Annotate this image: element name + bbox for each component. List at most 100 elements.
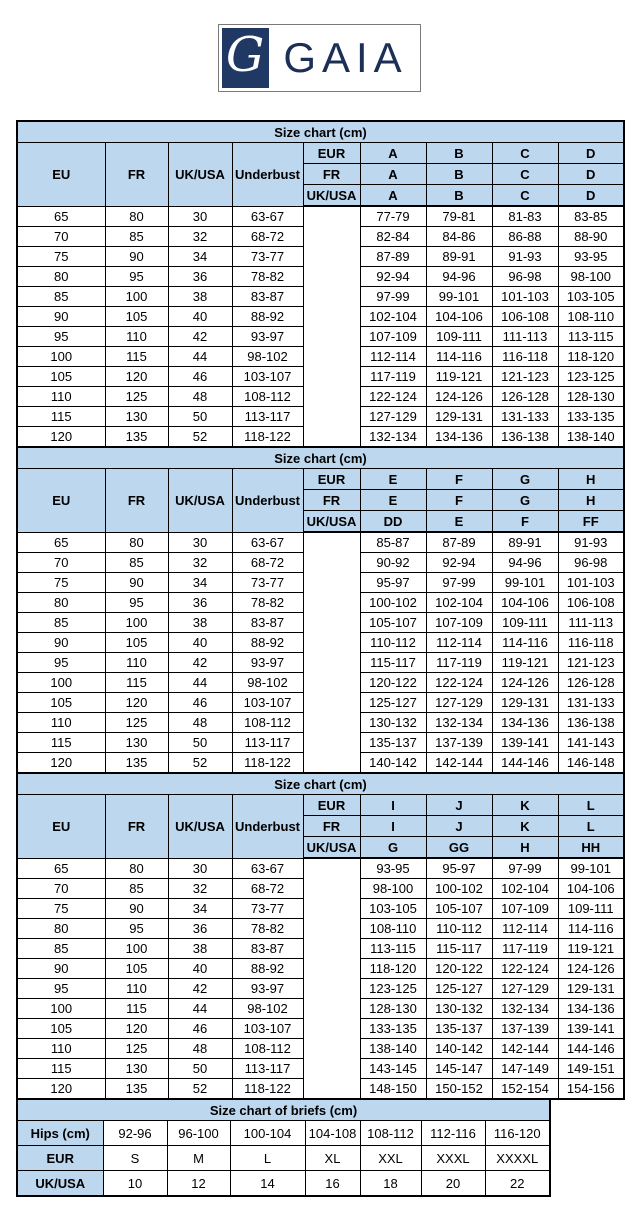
bust-range-cell: 116-118 [557,632,625,653]
underbust-range-cell: 78-82 [231,592,304,613]
fr-size-cell: 130 [104,732,169,753]
bust-range-cell: 114-116 [491,632,559,653]
uk-usa-size-cell: 42 [167,326,233,347]
fr-size-cell: 115 [104,346,169,367]
eu-size-cell: 100 [16,672,106,693]
uk-usa-size-cell: 52 [167,426,233,448]
briefs-value-cell: XXL [359,1145,422,1171]
briefs-value-cell: 116-120 [484,1120,551,1146]
cup-size-label: J [425,794,493,816]
table-row: 120 135 52 118-122 132-134 134-136 136-138 138-… [16,426,625,448]
briefs-value-cell: 92-96 [102,1120,168,1146]
bust-range-cell: 142-144 [491,1038,559,1059]
bust-range-cell: 147-149 [491,1058,559,1079]
bust-range-cell: 137-139 [491,1018,559,1039]
size-chart-page: G GAIA Size chart (cm) EU FR UK/USA Underbus… [0,24,638,1197]
table-row: 65 80 30 63-67 77-79 79-81 81-83 83-85 [16,205,625,447]
bust-range-cell: 146-148 [557,752,625,774]
underbust-range-cell: 113-117 [231,406,304,427]
fr-size-cell: 105 [104,632,169,653]
bust-range-cell: 98-100 [359,878,427,899]
cup-region-label: EUR [302,468,361,490]
bust-range-cell: 154-156 [557,1078,625,1100]
bust-range-cell: 127-129 [491,978,559,999]
fr-size-cell: 100 [104,286,169,307]
cup-header-row: FR I J K L [17,815,625,837]
eu-size-cell: 65 [16,531,106,553]
eu-size-cell: 105 [16,1018,106,1039]
table-row: 105 120 46 103-107 117-119 119-121 121-123 123-… [16,366,625,387]
cup-header-row: FR E F G H [17,489,625,511]
table-row: 95 110 42 93-97 115-117 117-119 119-121 121-123 [16,652,625,673]
gaia-logo: G GAIA [217,24,421,92]
fr-size-cell: 90 [104,246,169,267]
bust-range-cell: 123-125 [359,978,427,999]
table-row: 115 130 50 113-117 143-145 145-147 147-149 149-… [16,1058,625,1079]
cup-size-label: DD [359,510,427,533]
underbust-range-cell: 118-122 [231,1078,304,1100]
bust-range-cell: 113-115 [359,938,427,959]
table-row: 70 85 32 68-72 98-100 100-102 102-104 104-106 [16,878,625,899]
underbust-range-cell: 83-87 [231,612,304,633]
bust-range-cell: 110-112 [425,918,493,939]
table-row: 100 115 44 98-102 120-122 122-124 124-126 126-1… [16,672,625,693]
bust-range-cell: 102-104 [491,878,559,899]
column-header: Underbust [231,794,304,859]
cup-header-row: UK/USA A B C D [17,184,625,207]
briefs-value-cell: XL [304,1145,361,1171]
eu-size-cell: 90 [16,958,106,979]
column-header: EU [16,468,106,533]
bust-range-cell: 130-132 [425,998,493,1019]
underbust-range-cell: 73-77 [231,898,304,919]
cup-size-label: J [425,815,493,837]
eu-size-cell: 80 [16,592,106,613]
underbust-range-cell: 108-112 [231,1038,304,1059]
bust-range-cell: 106-108 [491,306,559,327]
bust-range-cell: 109-111 [557,898,625,919]
table-row: 100 115 44 98-102 128-130 130-132 132-134 134-1… [16,998,625,1019]
bra-size-chart: Size chart (cm) EU FR UK/USA Underbust EUR I J K… [16,772,625,1100]
bust-range-cell: 134-136 [491,712,559,733]
briefs-value-cell: 12 [166,1170,231,1197]
eu-size-cell: 105 [16,692,106,713]
uk-usa-size-cell: 32 [167,878,233,899]
fr-size-cell: 135 [104,426,169,448]
eu-size-cell: 120 [16,1078,106,1100]
underbust-range-cell: 108-112 [231,712,304,733]
bust-range-cell: 94-96 [491,552,559,573]
bust-range-cell: 103-105 [557,286,625,307]
bust-range-cell: 117-119 [425,652,493,673]
table-row: 110 125 48 108-112 122-124 124-126 126-128 128-… [16,386,625,407]
bust-range-cell: 144-146 [491,752,559,774]
bust-range-cell: 105-107 [359,612,427,633]
cup-region-label: UK/USA [302,836,361,859]
briefs-row-label: UK/USA [16,1170,104,1197]
bust-range-cell: 136-138 [557,712,625,733]
underbust-range-cell: 98-102 [231,346,304,367]
briefs-value-cell: 16 [304,1170,361,1197]
bust-range-cell: 84-86 [425,226,493,247]
uk-usa-size-cell: 50 [167,732,233,753]
column-header: FR [104,142,169,207]
underbust-range-cell: 88-92 [231,632,304,653]
bust-range-cell: 142-144 [425,752,493,774]
bust-range-cell: 86-88 [491,226,559,247]
fr-size-cell: 80 [104,205,169,227]
bust-range-cell: 107-109 [425,612,493,633]
table-row: 85 100 38 83-87 97-99 99-101 101-103 103-105 [16,286,625,307]
bust-range-cell: 135-137 [359,732,427,753]
uk-usa-size-cell: 32 [167,552,233,573]
empty-spacer-column [302,206,361,447]
underbust-range-cell: 68-72 [231,226,304,247]
briefs-value-cell: 14 [229,1170,306,1197]
fr-size-cell: 95 [104,266,169,287]
table-row: 80 95 36 78-82 108-110 110-112 112-114 114-116 [16,918,625,939]
brand-name: GAIA [283,34,408,81]
table-row: 75 90 34 73-77 95-97 97-99 99-101 101-103 [16,572,625,593]
column-header: EU [16,142,106,207]
bust-range-cell: 91-93 [491,246,559,267]
bust-range-cell: 150-152 [425,1078,493,1100]
bust-range-cell: 97-99 [425,572,493,593]
underbust-range-cell: 83-87 [231,938,304,959]
table-row: 70 85 32 68-72 90-92 92-94 94-96 96-98 [16,552,625,573]
